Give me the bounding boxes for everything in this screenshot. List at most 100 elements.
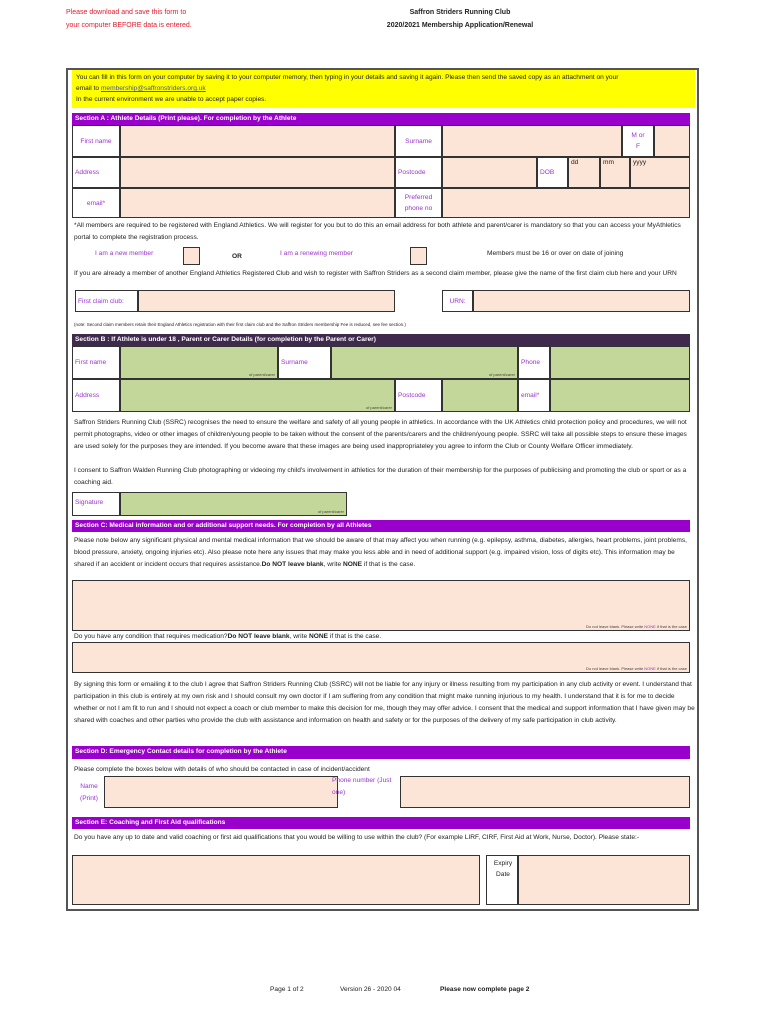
renewing-member-label: I am a renewing member xyxy=(280,250,353,257)
form-title: Saffron Striders Running Club 2020/2021 M… xyxy=(330,6,590,32)
club-name: Saffron Striders Running Club xyxy=(409,9,511,16)
emergency-phone-input[interactable] xyxy=(400,776,690,808)
none-keyword: NONE xyxy=(308,633,329,640)
phone-input[interactable] xyxy=(442,188,690,218)
hint-text: Do not leave blank. Please write xyxy=(586,624,645,629)
registration-footnote: *All members are required to be register… xyxy=(74,222,681,241)
welfare-text: Saffron Striders Running Club (SSRC) rec… xyxy=(74,419,687,450)
first-name-label: First name xyxy=(72,125,120,157)
save-warning-line-1: Please download and save this form to xyxy=(66,9,187,16)
emergency-name-label: Name (Print) xyxy=(80,783,98,802)
do-not-leave-blank: Do NOT leave blank xyxy=(227,633,290,640)
first-claim-club-label: First claim club: xyxy=(75,290,138,312)
medication-hint: Do not leave blank. Please write NONE if… xyxy=(586,666,687,671)
section-c-header: Section C: Medical information and or ad… xyxy=(72,520,690,532)
form-subtitle: 2020/2021 Membership Application/Renewal xyxy=(386,22,534,29)
hint-none-keyword: NONE xyxy=(644,666,656,671)
expiry-date-input[interactable] xyxy=(518,855,690,905)
parent-surname-label: Surname xyxy=(278,346,331,379)
second-claim-note: (note: Second claim members retain their… xyxy=(74,322,406,327)
intro-email-prefix: email to xyxy=(76,85,101,92)
save-warning-line-2: your computer BEFORE data is entered. xyxy=(66,22,192,29)
email-label: email* xyxy=(72,188,120,218)
section-a-header: Section A : Athlete Details (Print pleas… xyxy=(72,113,690,125)
qualifications-input[interactable] xyxy=(72,855,480,905)
signature-label: Signature xyxy=(72,492,120,516)
parent-postcode-input[interactable] xyxy=(442,379,518,412)
version: Version 26 - 2020 04 xyxy=(340,986,401,993)
of-parent-hint: of parent/carer xyxy=(488,372,515,377)
first-claim-club-input[interactable] xyxy=(138,290,395,312)
dob-day-input[interactable]: dd xyxy=(568,157,600,188)
dob-year-input[interactable]: yyyy xyxy=(630,157,690,188)
parent-phone-input[interactable] xyxy=(550,346,690,379)
membership-email-link[interactable]: membership@saffronstriders.org.uk xyxy=(100,85,206,92)
parent-phone-label: Phone xyxy=(518,346,550,379)
medical-info-input[interactable]: Do not leave blank. Please write NONE if… xyxy=(72,580,690,631)
parent-first-name-label: First name xyxy=(72,346,120,379)
address-label: Address xyxy=(72,157,120,188)
gender-input[interactable] xyxy=(654,125,690,157)
parent-surname-input[interactable]: of parent/carer xyxy=(331,346,518,379)
parent-email-label: email* xyxy=(518,379,550,412)
emergency-phone-label: Phone number (Just one) xyxy=(332,777,392,796)
intro-notice: You can fill in this form on your comput… xyxy=(72,70,695,108)
medication-question: Do you have any condition that requires … xyxy=(74,631,381,643)
intro-line-3: In the current environment we are unable… xyxy=(76,96,267,103)
or-label: OR xyxy=(232,253,242,260)
hint-text: Do not leave blank. Please write xyxy=(586,666,645,671)
of-parent-hint: of parent/carer xyxy=(248,372,275,377)
age-note: Members must be 16 or over on date of jo… xyxy=(487,250,624,257)
medical-text-body: Please note below any significant physic… xyxy=(74,537,687,568)
intro-line-1: You can fill in this form on your comput… xyxy=(76,74,619,81)
email-input[interactable] xyxy=(120,188,395,218)
photo-consent-text: I consent to Saffron Walden Running Club… xyxy=(74,467,687,486)
next-page-note: Please now complete page 2 xyxy=(440,986,530,993)
surname-input[interactable] xyxy=(442,125,622,157)
hint-text-end: if that is the case xyxy=(655,666,687,671)
phone-label: Preferred phone no xyxy=(395,188,442,218)
second-claim-text: If you are already a member of another E… xyxy=(74,270,677,277)
form-frame xyxy=(66,68,699,911)
medical-hint: Do not leave blank. Please write NONE if… xyxy=(586,624,687,629)
of-parent-hint: of parent/carer xyxy=(317,509,344,514)
postcode-input[interactable] xyxy=(442,157,537,188)
renewing-member-checkbox[interactable] xyxy=(410,247,427,265)
none-keyword: NONE xyxy=(343,561,363,568)
surname-label: Surname xyxy=(395,125,442,157)
if-case-text: if that is the case. xyxy=(362,561,416,568)
signature-input[interactable]: of parent/carer xyxy=(120,492,347,516)
parent-email-input[interactable] xyxy=(550,379,690,412)
section-d-header: Section D: Emergency Contact details for… xyxy=(72,746,690,759)
dd-hint: dd xyxy=(571,159,579,166)
parent-postcode-label: Postcode xyxy=(395,379,442,412)
yyyy-hint: yyyy xyxy=(633,159,647,166)
postcode-label: Postcode xyxy=(395,157,442,188)
new-member-label: I am a new member xyxy=(95,250,154,257)
parent-first-name-input[interactable]: of parent/carer xyxy=(120,346,278,379)
emergency-text: Please complete the boxes below with det… xyxy=(74,766,370,773)
write-text: , write xyxy=(289,633,309,640)
first-name-input[interactable] xyxy=(120,125,395,157)
section-e-header: Section E: Coaching and First Aid qualif… xyxy=(72,817,690,829)
write-text: , write xyxy=(323,561,344,568)
dob-month-input[interactable]: mm xyxy=(600,157,630,188)
emergency-name-input[interactable] xyxy=(104,776,338,808)
mm-hint: mm xyxy=(603,159,614,166)
medication-question-text: Do you have any condition that requires … xyxy=(74,633,228,640)
expiry-date-label: Expiry Date xyxy=(486,855,518,905)
do-not-leave-blank: Do NOT leave blank xyxy=(261,561,324,568)
gender-label: M or F xyxy=(622,125,654,157)
medical-text: Please note below any significant physic… xyxy=(74,535,694,571)
medication-input[interactable]: Do not leave blank. Please write NONE if… xyxy=(72,642,690,673)
hint-none-keyword: NONE xyxy=(644,624,656,629)
address-input[interactable] xyxy=(120,157,395,188)
of-parent-hint: of parent/carer xyxy=(365,405,392,410)
intro-line-2: email to membership@saffronstriders.org.… xyxy=(76,83,691,94)
parent-address-label: Address xyxy=(72,379,120,412)
page-number: Page 1 of 2 xyxy=(270,986,304,993)
save-warning: Please download and save this form to you… xyxy=(66,6,192,32)
parent-address-input[interactable]: of parent/carer xyxy=(120,379,395,412)
urn-input[interactable] xyxy=(473,290,690,312)
new-member-checkbox[interactable] xyxy=(183,247,200,265)
